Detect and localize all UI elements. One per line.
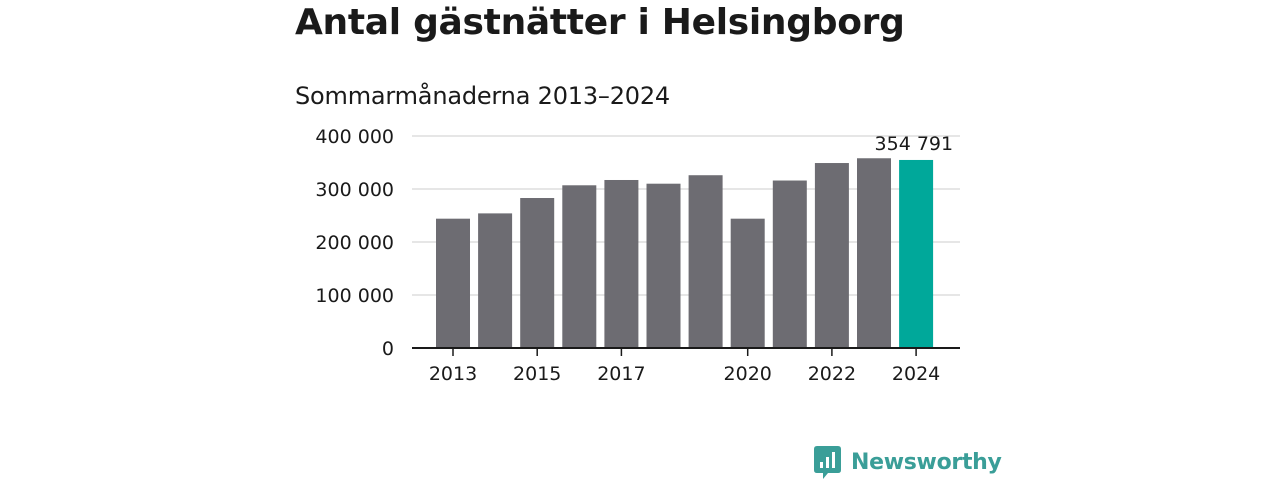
bar [730,218,765,348]
bar [436,218,470,348]
y-tick-label: 200 000 [315,232,394,254]
y-tick-label: 400 000 [315,126,394,148]
bar [814,163,849,348]
x-axis-ticks: 2013 2015 2017 2020 2022 2024 [429,348,940,385]
x-tick-label: 2013 [429,363,477,385]
bar [604,179,639,348]
bar [857,158,891,348]
bar [478,213,513,348]
bar [772,180,807,348]
x-tick-label: 2015 [513,363,561,385]
y-axis-tick-labels: 0 100 000 200 000 300 000 400 000 [315,126,394,360]
newsworthy-brand: Newsworthy [814,446,1002,479]
y-tick-label: 0 [382,338,394,360]
x-tick-label: 2022 [808,363,856,385]
y-tick-label: 100 000 [315,285,394,307]
x-tick-label: 2020 [724,363,772,385]
brand-name: Newsworthy [851,450,1002,475]
highlight-value-label: 354 791 [875,133,954,155]
bars [436,158,934,348]
bar [688,175,723,348]
x-tick-label: 2024 [892,363,940,385]
x-tick-label: 2017 [597,363,645,385]
bar [899,159,934,348]
chart-subtitle: Sommarmånaderna 2013–2024 [295,82,670,110]
y-tick-label: 300 000 [315,179,394,201]
bar [562,185,597,348]
chart-title: Antal gästnätter i Helsingborg [295,2,905,43]
bar [520,198,555,348]
bar [646,183,681,348]
newsworthy-logo-icon [814,446,841,479]
